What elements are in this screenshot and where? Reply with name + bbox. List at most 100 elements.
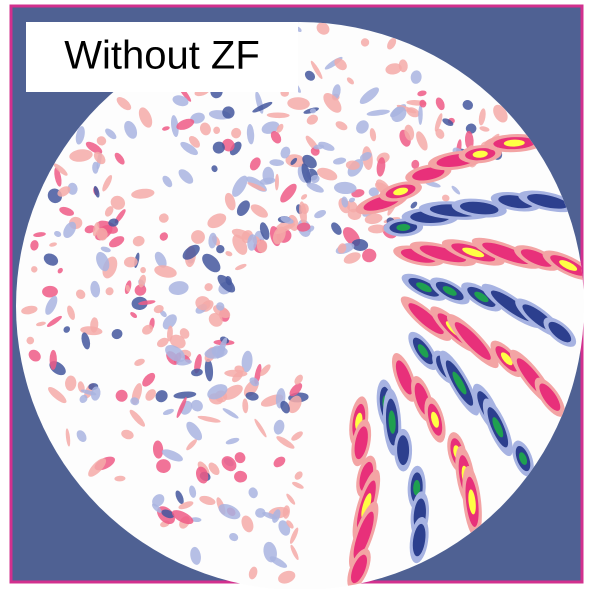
speck — [289, 383, 303, 397]
speck — [179, 328, 190, 339]
speck — [273, 456, 286, 468]
speck — [274, 173, 279, 191]
speck — [134, 358, 145, 366]
speck — [154, 265, 177, 278]
streak-mid — [412, 523, 426, 557]
speck — [115, 389, 128, 402]
speck — [207, 384, 228, 400]
speck — [337, 243, 347, 254]
speck — [197, 415, 221, 423]
speck — [130, 397, 140, 406]
speck — [229, 532, 239, 542]
speck — [57, 186, 71, 197]
speck — [80, 389, 97, 396]
speck — [404, 124, 415, 141]
speck — [232, 175, 248, 197]
speck — [186, 421, 203, 441]
speck — [211, 165, 218, 173]
speck — [286, 493, 296, 505]
speck — [280, 216, 294, 224]
speck — [96, 136, 107, 146]
speck — [247, 234, 257, 251]
speck — [306, 182, 324, 193]
speck — [222, 106, 235, 119]
speck — [418, 104, 423, 125]
speck — [156, 337, 169, 348]
speck — [208, 462, 220, 476]
speck — [85, 141, 103, 154]
speck — [171, 115, 179, 137]
speck — [290, 157, 298, 165]
speck — [351, 238, 369, 251]
speck — [234, 365, 245, 374]
streak-mid — [459, 201, 499, 215]
speck — [76, 430, 87, 442]
speck — [435, 97, 445, 111]
speck — [291, 431, 303, 441]
speck — [108, 218, 119, 227]
streak-core — [492, 417, 504, 438]
speck — [360, 152, 372, 161]
speck — [225, 437, 240, 445]
streak-core — [474, 291, 489, 303]
speck — [102, 175, 113, 192]
speck — [246, 123, 255, 145]
speck — [204, 283, 213, 292]
speck — [367, 224, 387, 234]
speck — [222, 138, 235, 152]
panel-label: Without ZF — [64, 34, 260, 78]
streak-mid — [351, 554, 368, 584]
speck — [93, 151, 106, 165]
streak-core — [417, 344, 429, 358]
speck — [199, 495, 216, 506]
speck — [114, 475, 126, 482]
speck — [43, 253, 59, 266]
speck — [79, 394, 88, 403]
speck — [162, 126, 170, 131]
speck — [21, 305, 38, 315]
speck — [479, 126, 490, 132]
speck — [176, 359, 192, 366]
streak-mid — [539, 383, 561, 411]
speck — [343, 252, 361, 264]
streak-mid — [395, 360, 413, 395]
speck — [167, 325, 173, 342]
speck — [90, 280, 101, 298]
speck — [31, 266, 38, 273]
speck — [248, 487, 258, 499]
speck — [173, 391, 197, 399]
speck — [225, 251, 233, 257]
speck — [376, 157, 386, 177]
turbulence-contours — [21, 22, 584, 589]
speck — [218, 503, 241, 520]
speck — [313, 144, 325, 150]
speck — [236, 200, 250, 216]
speck — [442, 118, 454, 126]
speck — [165, 345, 186, 363]
streak-mid — [397, 435, 410, 466]
speck — [138, 300, 156, 305]
speck — [195, 296, 211, 311]
speck — [310, 60, 323, 80]
speck — [348, 197, 356, 203]
speck — [275, 223, 296, 235]
speck — [145, 389, 156, 401]
speck — [154, 251, 167, 268]
speck — [90, 317, 99, 333]
speck — [451, 185, 461, 195]
speck — [176, 118, 195, 130]
speck — [272, 509, 281, 523]
speck — [306, 114, 318, 125]
speck — [189, 485, 197, 498]
speck — [216, 337, 228, 359]
speck — [67, 305, 75, 320]
speck — [417, 90, 427, 97]
speck — [161, 449, 183, 462]
speck — [162, 314, 177, 330]
speck — [63, 221, 77, 239]
speck — [57, 267, 63, 274]
streak-core — [413, 480, 421, 496]
speck — [92, 161, 99, 174]
speck — [242, 398, 249, 414]
speck — [93, 185, 100, 198]
